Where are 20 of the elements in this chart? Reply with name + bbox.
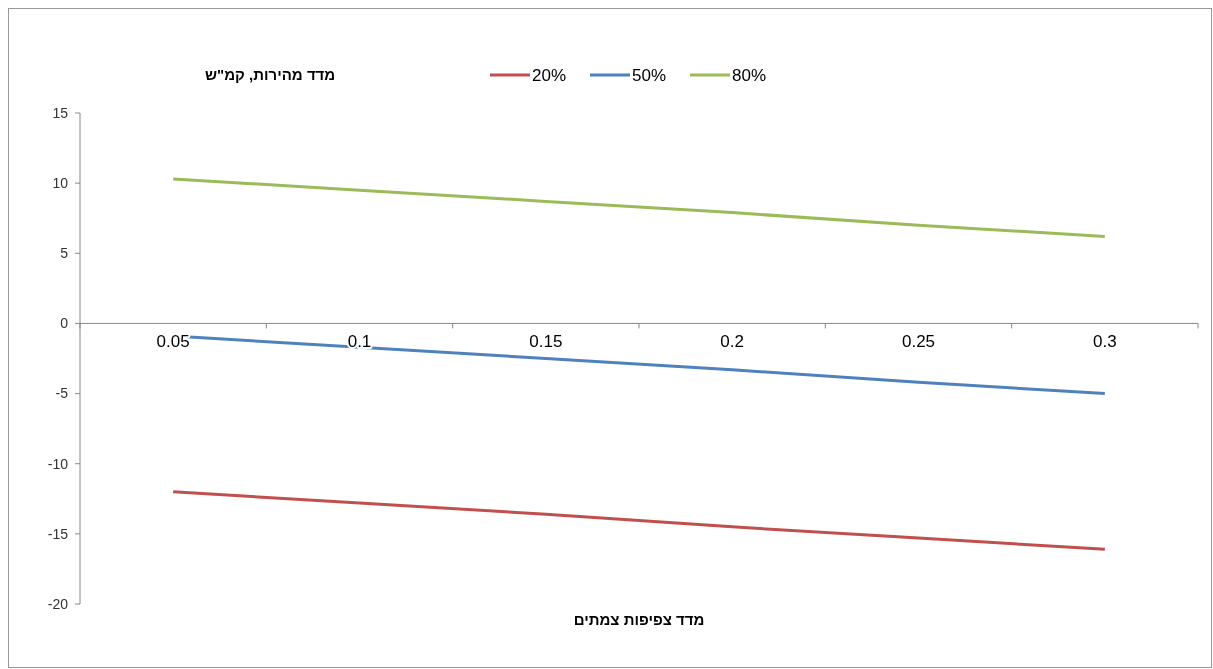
y-tick-label: -5	[55, 385, 69, 402]
y-tick-label: -15	[47, 525, 69, 542]
x-tick-label: 0.05	[156, 332, 190, 352]
y-tick-label: 15	[52, 104, 69, 121]
line-series	[171, 490, 1107, 551]
x-tick-label: 0.3	[1093, 332, 1117, 352]
y-tick-label: 10	[52, 175, 69, 192]
x-tick-label: 0.25	[901, 332, 936, 352]
line-series	[171, 177, 1107, 238]
x-tick-label: 0.2	[720, 332, 744, 352]
y-tick-label: 5	[60, 245, 69, 262]
legend-label: 20%	[532, 65, 567, 85]
x-axis-title: מדד צפיפות צמתים	[573, 611, 705, 629]
y-axis-title: מדד מהירות, קמ"ש	[205, 66, 336, 84]
legend-label: 80%	[732, 65, 767, 85]
legend-label: 50%	[632, 65, 667, 85]
x-tick-label: 0.15	[529, 332, 563, 352]
y-tick-label: -20	[47, 595, 69, 612]
y-tick-label: -10	[47, 455, 69, 472]
y-tick-label: 0	[60, 315, 69, 332]
